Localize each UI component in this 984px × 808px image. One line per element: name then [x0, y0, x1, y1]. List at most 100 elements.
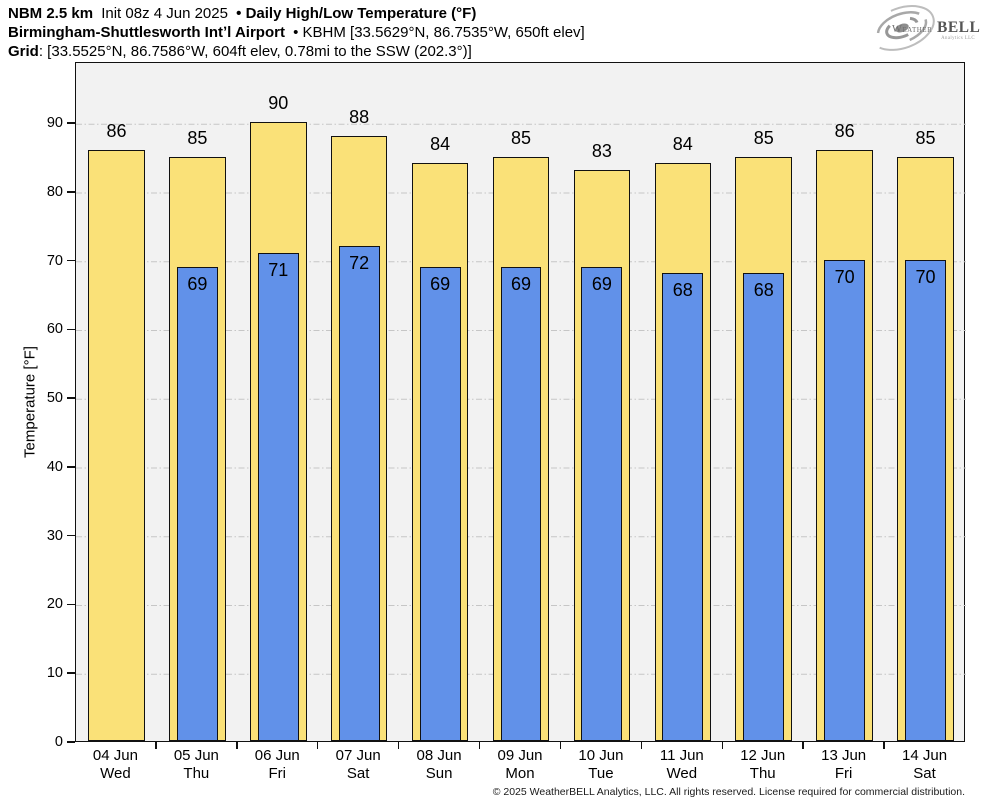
high-value-label: 83: [591, 141, 612, 162]
x-label-day: Wed: [666, 765, 698, 782]
y-tick-label: 0: [54, 734, 63, 750]
low-value-label: 70: [915, 266, 936, 287]
y-tick-label: 40: [46, 458, 63, 475]
grid-label: Grid: [8, 43, 39, 60]
y-tick-label: 10: [46, 665, 63, 682]
high-value-label: 85: [510, 127, 532, 148]
low-value-label: 71: [268, 259, 289, 280]
x-label-day: Mon: [505, 765, 535, 782]
x-label-date: 06 Jun: [254, 747, 300, 764]
y-tick-label: 70: [46, 252, 63, 269]
y-tick: [67, 122, 75, 124]
high-bar: [88, 149, 145, 741]
low-bar: [824, 259, 866, 741]
x-tick: [397, 742, 400, 749]
logo-subtitle-text: Analytics LLC: [941, 36, 975, 41]
x-label-date: 10 Jun: [578, 747, 624, 764]
low-bar: [419, 266, 461, 741]
x-label-day: Thu: [183, 765, 210, 782]
x-tick: [236, 742, 238, 749]
x-tick-label: 07 Jun Sat: [336, 747, 381, 783]
y-tick-label: 80: [46, 183, 63, 200]
x-tick: [316, 742, 319, 749]
x-tick: [559, 742, 562, 749]
x-label-date: 12 Jun: [740, 747, 786, 764]
x-tick-label: 13 Jun Fri: [821, 747, 866, 783]
x-label-date: 11 Jun: [659, 747, 704, 764]
x-tick-label: 06 Jun Fri: [255, 747, 300, 783]
x-label-date: 07 Jun: [335, 747, 381, 764]
x-tick: [721, 742, 724, 749]
y-tick: [67, 259, 75, 262]
x-label-date: 13 Jun: [821, 747, 867, 764]
chart-title: Daily High/Low Temperature (°F): [245, 5, 477, 22]
header-line-2: Birmingham-Shuttlesworth Intʼl Airport •…: [8, 23, 585, 42]
y-tick-label: 50: [46, 390, 63, 407]
y-tick: [67, 534, 75, 537]
low-bar: [176, 266, 218, 741]
y-tick: [67, 672, 75, 674]
y-tick: [67, 397, 75, 399]
logo-weather-text: Weather: [892, 24, 932, 35]
low-bar: [500, 266, 542, 741]
x-tick-label: 12 Jun Thu: [740, 747, 785, 783]
logo-bell-text: BELL: [937, 19, 980, 36]
low-value-label: 70: [834, 266, 855, 287]
high-value-label: 85: [915, 127, 936, 148]
y-tick: [67, 741, 75, 743]
init-time: Init 08z 4 Jun 2025: [101, 5, 228, 22]
low-bar: [905, 259, 946, 741]
high-value-label: 85: [753, 127, 774, 148]
header-line-3: Grid: [33.5525°N, 86.7586°W, 604ft elev,…: [8, 42, 585, 61]
x-label-day: Fri: [268, 765, 287, 782]
y-tick: [67, 191, 75, 193]
low-value-label: 69: [510, 273, 532, 294]
model-name: NBM 2.5 km: [8, 5, 94, 22]
y-tick: [67, 466, 75, 468]
station-location: KBHM [33.5629°N, 86.7535°W, 650ft elev]: [302, 24, 585, 41]
swirl-ring: [869, 5, 935, 51]
y-tick-label: 60: [46, 321, 63, 338]
high-value-label: 84: [430, 134, 451, 155]
y-tick: [67, 603, 75, 606]
low-value-label: 72: [349, 252, 370, 273]
low-value-label: 69: [430, 273, 451, 294]
header-line-1: NBM 2.5 km Init 08z 4 Jun 2025 • Daily H…: [8, 4, 585, 23]
x-label-day: Sun: [425, 765, 453, 782]
x-label-date: 09 Jun: [497, 747, 543, 764]
x-tick-label: 14 Jun Sat: [902, 747, 947, 783]
high-value-label: 88: [349, 106, 370, 127]
x-tick-label: 10 Jun Tue: [578, 747, 623, 783]
x-label-day: Wed: [100, 765, 131, 782]
x-label-date: 05 Jun: [173, 747, 219, 764]
x-tick: [802, 742, 804, 749]
x-tick: [155, 742, 157, 749]
y-tick-label: 90: [46, 115, 63, 132]
swirl-core: [895, 23, 909, 33]
header: NBM 2.5 km Init 08z 4 Jun 2025 • Daily H…: [8, 4, 585, 61]
x-label-date: 14 Jun: [902, 747, 948, 764]
high-value-label: 90: [268, 93, 289, 114]
x-label-date: 08 Jun: [416, 747, 462, 764]
y-tick: [67, 328, 75, 331]
y-tick-label: 30: [46, 527, 63, 544]
low-bar: [338, 245, 380, 741]
x-tick: [478, 742, 481, 749]
weatherbell-logo: Weather BELL Analytics LLC: [862, 1, 980, 58]
bullet-separator: •: [293, 24, 299, 41]
x-tick-label: 05 Jun Thu: [174, 747, 219, 783]
x-label-day: Tue: [588, 765, 614, 782]
copyright-notice: © 2025 WeatherBELL Analytics, LLC. All r…: [492, 786, 965, 798]
weatherbell-logo-image: Weather BELL Analytics LLC: [869, 5, 980, 51]
high-value-label: 86: [106, 120, 127, 141]
x-label-date: 04 Jun: [92, 747, 138, 764]
x-tick-label: 08 Jun Sun: [417, 747, 462, 783]
grid-details: : [33.5525°N, 86.7586°W, 604ft elev, 0.7…: [38, 43, 472, 60]
x-tick-label: 11 Jun Wed: [660, 747, 704, 783]
low-value-label: 68: [753, 280, 774, 301]
bullet-separator: •: [236, 5, 242, 22]
low-value-label: 68: [672, 280, 693, 301]
x-label-day: Sat: [346, 765, 370, 782]
x-tick-label: 04 Jun Wed: [93, 747, 138, 783]
